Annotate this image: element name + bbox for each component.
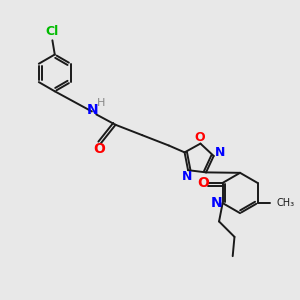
Text: N: N [182,170,193,183]
Text: N: N [215,146,225,159]
Text: H: H [97,98,106,108]
Text: O: O [93,142,105,156]
Text: N: N [210,196,222,210]
Text: N: N [87,103,98,117]
Text: CH₃: CH₃ [277,198,295,208]
Text: O: O [194,130,205,144]
Text: Cl: Cl [46,25,59,38]
Text: O: O [197,176,209,190]
